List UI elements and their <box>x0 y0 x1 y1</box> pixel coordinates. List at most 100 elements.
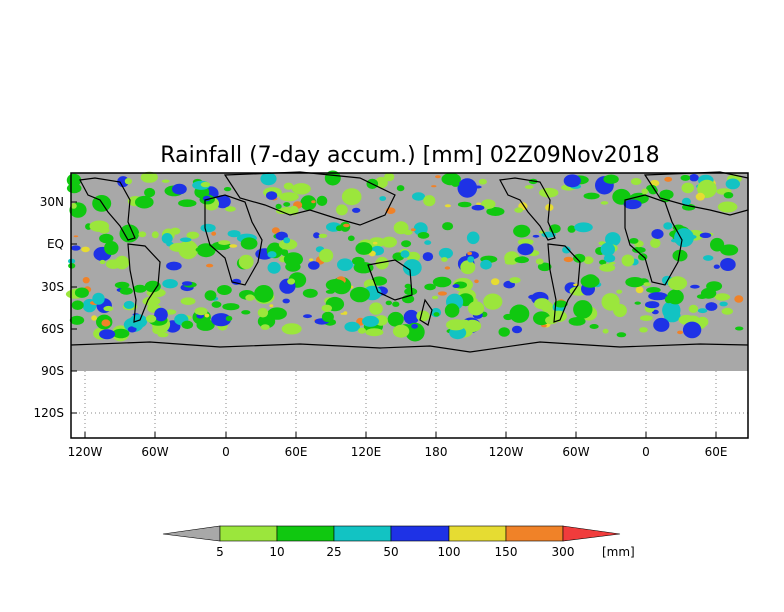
coastline <box>419 298 433 326</box>
rain-patch <box>513 224 531 238</box>
lon-tick-label: 120W <box>68 445 103 459</box>
rain-patch <box>714 293 731 301</box>
rain-patch <box>157 332 169 338</box>
rain-patch <box>336 204 348 216</box>
rain-patch <box>457 201 472 208</box>
rain-patch <box>717 201 738 213</box>
rain-patch <box>417 232 430 239</box>
rain-patch <box>291 183 311 195</box>
rain-patch <box>166 261 182 271</box>
lat-tick-label: 120S <box>33 406 64 420</box>
rain-patch <box>723 192 734 199</box>
rain-patch <box>112 328 130 339</box>
longitude-axis: 120W 60W 0 60E 120E 180 120W 60W 0 60E <box>68 432 727 459</box>
rain-patch <box>281 323 302 335</box>
rain-patch <box>344 321 361 332</box>
rain-patch <box>372 241 378 245</box>
rain-patch <box>432 276 452 288</box>
rain-patch <box>275 203 282 210</box>
rain-patch <box>444 266 451 270</box>
colorbar-label: 100 <box>438 545 461 559</box>
continent-outlines <box>70 171 749 353</box>
colorbar-unit: [mm] <box>602 545 635 559</box>
rain-patch <box>144 187 156 198</box>
rain-patch <box>162 279 178 289</box>
rain-patch <box>375 256 389 270</box>
rain-patch <box>478 178 487 185</box>
rain-patch <box>387 311 404 327</box>
rain-patch <box>532 234 540 238</box>
colorbar-segment <box>162 525 221 542</box>
rain-patch <box>563 256 574 263</box>
rain-patch <box>347 235 355 242</box>
rain-patch <box>200 223 216 233</box>
rain-patch <box>498 327 510 337</box>
rain-patch <box>321 311 334 323</box>
rain-patch <box>706 281 723 291</box>
rain-patch <box>179 237 192 243</box>
rain-patch <box>424 240 432 245</box>
lon-tick-label: 60W <box>141 445 168 459</box>
rain-patch <box>240 237 258 250</box>
rain-patch <box>254 285 274 303</box>
lat-tick-label: EQ <box>47 237 64 251</box>
rain-patch <box>325 289 335 294</box>
rain-patch <box>651 229 664 239</box>
colorbar-segment <box>505 525 564 542</box>
rain-patch <box>283 237 291 244</box>
rain-patch <box>446 319 466 331</box>
rain-patch <box>412 192 425 201</box>
colorbar-label: 150 <box>495 545 518 559</box>
rain-patch <box>603 174 619 184</box>
rain-patch <box>457 178 478 198</box>
rain-patch <box>282 298 290 304</box>
rain-patch <box>324 170 341 186</box>
rain-patch <box>509 277 521 284</box>
colorbar-label: 10 <box>269 545 284 559</box>
lat-tick-label: 90S <box>41 364 64 378</box>
rain-patch <box>161 179 170 183</box>
rain-patch <box>105 259 121 270</box>
rain-patch <box>401 240 412 248</box>
rain-patch <box>337 258 353 272</box>
rain-patch <box>612 188 631 205</box>
rain-patch <box>211 231 217 236</box>
rain-patch <box>537 262 552 272</box>
rain-patch <box>368 237 386 248</box>
rain-patch <box>603 254 616 263</box>
colorbar-legend: 5 10 25 50 100 150 300 [mm] <box>162 525 635 559</box>
rain-patch <box>444 204 451 208</box>
rain-patch <box>573 253 586 263</box>
rain-patch <box>336 225 343 232</box>
lon-tick-label: 60W <box>562 445 589 459</box>
rain-patch <box>302 288 318 298</box>
rain-patch <box>180 297 196 306</box>
rain-patch <box>267 307 287 320</box>
rain-patch <box>135 195 154 209</box>
rain-patch <box>690 284 700 289</box>
rain-patch <box>623 199 642 210</box>
rain-patch <box>601 293 620 311</box>
rain-patch <box>474 185 482 189</box>
rain-patch <box>195 246 209 253</box>
lon-tick-label: 60E <box>285 445 308 459</box>
rain-patch <box>99 329 116 340</box>
colorbar-label: 5 <box>216 545 224 559</box>
rain-patch <box>260 324 270 330</box>
rain-patch <box>403 229 413 235</box>
rain-patch <box>229 244 238 248</box>
rain-patch <box>82 277 90 284</box>
rain-patch <box>224 206 236 212</box>
rain-patch <box>70 203 77 209</box>
rain-patch <box>635 286 644 294</box>
rain-patch <box>713 264 720 269</box>
rain-patch <box>467 256 475 263</box>
rain-patch <box>89 220 110 232</box>
rain-patch <box>734 295 744 303</box>
rain-patch <box>138 231 147 238</box>
rain-patch <box>144 280 161 293</box>
rain-patch <box>257 307 269 318</box>
rain-patch <box>697 316 709 327</box>
rain-patch <box>650 238 661 249</box>
